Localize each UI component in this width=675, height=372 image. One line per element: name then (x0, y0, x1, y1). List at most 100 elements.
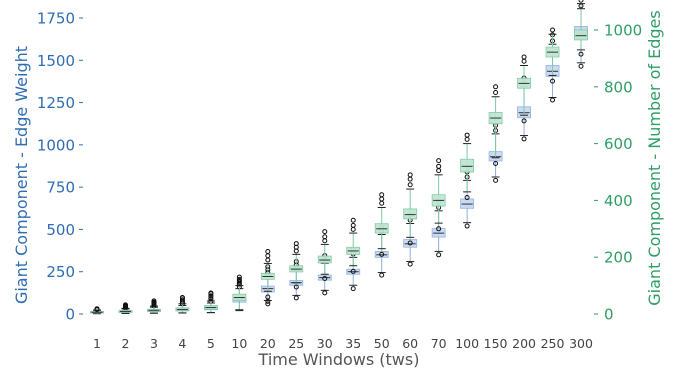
edge-count-flier (379, 251, 385, 257)
edge-count-flier (407, 176, 413, 182)
right-y-tick-label: 800 (604, 78, 633, 96)
x-tick-label: 150 (484, 336, 508, 351)
edge-count-flier (179, 295, 185, 301)
left-y-tick-label: 1500 (37, 52, 75, 70)
edge-count-flier (521, 54, 527, 60)
edge-weight-flier (436, 252, 442, 258)
edge-count-box-35 (346, 217, 361, 274)
edge-count-box-4 (175, 295, 190, 314)
x-tick-label: 50 (374, 336, 390, 351)
right-y-axis-label: Giant Component - Number of Edges (645, 10, 664, 305)
edge-count-flier (208, 290, 214, 296)
edge-weight-flier (578, 63, 584, 69)
edge-count-box-60 (403, 172, 418, 246)
x-tick-label: 250 (541, 336, 565, 351)
edge-count-flier (436, 163, 442, 169)
edge-count-flier (350, 268, 356, 274)
x-tick-label: 4 (178, 336, 186, 351)
left-y-tick-label: 250 (46, 263, 75, 281)
x-tick-label: 2 (121, 336, 129, 351)
edge-count-flier (293, 284, 299, 290)
x-tick-label: 300 (569, 336, 593, 351)
edge-count-box-70 (431, 158, 446, 232)
edge-count-flier (350, 217, 356, 223)
edge-count-flier (322, 234, 328, 240)
x-tick-label: 35 (345, 336, 361, 351)
edge-count-flier (94, 306, 100, 312)
edge-count-flier (379, 196, 385, 202)
x-axis: 1 2 3 4 5 10 20 25 30 35 50 60 70 100 150 200 250 300 (93, 336, 593, 351)
edge-count-box-20 (260, 249, 275, 300)
edge-count-flier (407, 240, 413, 246)
edge-count-box-2 (118, 302, 133, 314)
edge-count-flier (521, 118, 527, 124)
edge-count-flier (407, 172, 413, 178)
edge-count-flier (521, 58, 527, 64)
right-y-tick-label: 600 (604, 135, 633, 153)
right-y-tick-label: 0 (604, 306, 614, 324)
x-tick-label: 25 (288, 336, 304, 351)
edge-count-flier (179, 297, 185, 303)
edge-count-flier (550, 78, 556, 84)
edge-count-flier (464, 136, 470, 142)
edge-count-flier (550, 27, 556, 33)
x-tick-label: 200 (512, 336, 536, 351)
right-y-axis: 0 200 400 600 800 1000 (594, 22, 642, 324)
x-tick-label: 3 (150, 336, 158, 351)
edge-count-flier (265, 257, 271, 263)
edge-weight-flier (578, 0, 584, 3)
x-tick-label: 30 (317, 336, 333, 351)
edge-count-box-150 (488, 84, 503, 166)
edge-weight-flier (379, 272, 385, 278)
edge-count-flier (379, 192, 385, 198)
edge-count-flier (322, 229, 328, 235)
edge-count-flier (151, 300, 157, 306)
edge-weight-flier (322, 290, 328, 296)
edge-count-flier (350, 226, 356, 232)
edge-count-box-30 (317, 229, 332, 281)
edge-count-flier (493, 84, 499, 90)
edge-count-flier (436, 168, 442, 174)
edge-count-box-100 (460, 132, 475, 201)
edge-count-box-25 (289, 241, 304, 290)
edge-count-box-250 (545, 27, 560, 84)
edge-count-flier (265, 249, 271, 255)
edge-count-flier (379, 200, 385, 206)
edge-count-box-body (317, 255, 332, 264)
edge-count-box-body (460, 158, 475, 173)
x-tick-label: 5 (207, 336, 215, 351)
edge-count-box-200 (517, 54, 531, 124)
edge-count-box-5 (203, 290, 218, 314)
right-y-tick-label: 200 (604, 249, 633, 267)
edge-count-flier (322, 276, 328, 281)
edge-count-flier (436, 158, 442, 164)
right-y-tick-label: 1000 (604, 22, 642, 40)
left-y-tick-label: 1000 (37, 136, 75, 154)
left-y-tick-label: 750 (46, 179, 75, 197)
edge-count-flier (179, 299, 185, 305)
edge-count-flier (236, 274, 242, 280)
edge-count-box-1 (90, 306, 104, 315)
left-y-tick-label: 500 (46, 221, 75, 239)
x-axis-label: Time Windows (tws) (258, 350, 420, 369)
edge-weight-flier (265, 301, 271, 307)
edge-count-box-10 (232, 274, 247, 311)
plot-area (90, 0, 588, 315)
edge-weight-flier (493, 177, 499, 183)
edge-count-flier (265, 294, 271, 300)
left-y-tick-label: 1750 (37, 10, 75, 28)
edge-weight-flier (521, 136, 527, 142)
edge-count-flier (350, 222, 356, 228)
x-tick-label: 20 (260, 336, 276, 351)
edge-count-flier (151, 301, 157, 307)
left-y-axis-label: Giant Component - Edge Weight (12, 46, 31, 304)
x-tick-label: 70 (431, 336, 447, 351)
edge-count-flier (265, 253, 271, 259)
edge-count-box-300 (574, 3, 588, 57)
x-tick-label: 100 (455, 336, 479, 351)
edge-weight-flier (464, 223, 470, 229)
edge-count-flier (578, 3, 584, 9)
edge-count-flier (151, 298, 157, 304)
edge-weight-flier (293, 295, 299, 301)
edge-count-flier (493, 89, 499, 95)
